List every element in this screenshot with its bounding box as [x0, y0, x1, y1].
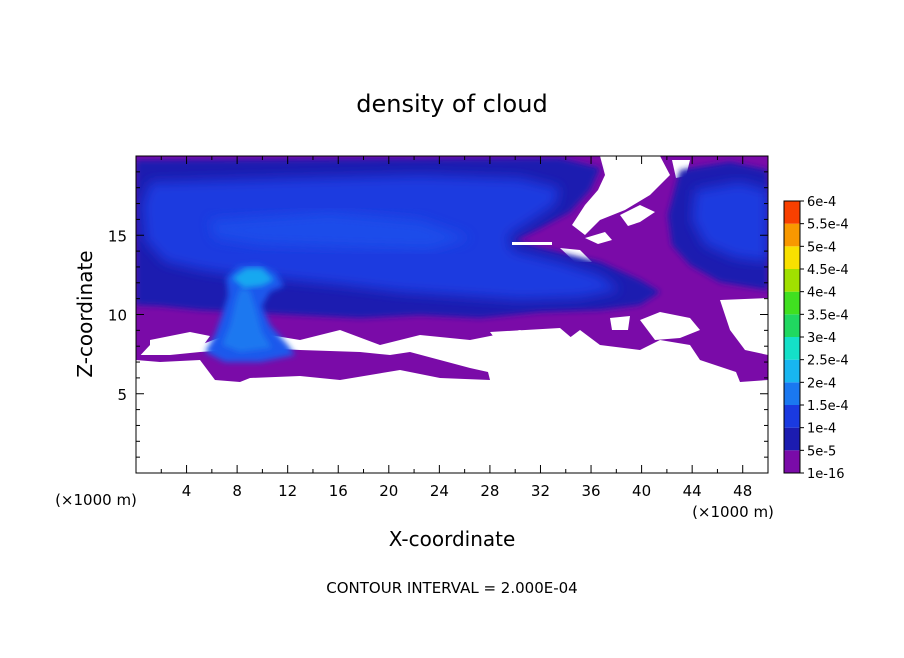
- colorbar-swatch: [784, 201, 800, 224]
- y-axis: 5 10 15: [108, 171, 768, 458]
- colorbar-swatch: [784, 223, 800, 247]
- x-tick-label: 8: [232, 482, 242, 500]
- region-low-density-lower: [136, 348, 490, 382]
- colorbar-swatch: [784, 246, 800, 269]
- colorbar-label: 1.5e-4: [807, 399, 849, 414]
- colorbar-swatch: [784, 405, 800, 428]
- x-tick-label: 12: [278, 482, 297, 500]
- colorbar-swatch: [784, 291, 800, 315]
- x-unit-right: (×1000 m): [692, 503, 774, 521]
- colorbar-label: 2.5e-4: [807, 354, 849, 369]
- x-tick-label: 20: [379, 482, 398, 500]
- colorbar-label: 5e-4: [807, 240, 836, 255]
- colorbar-label: 2e-4: [807, 376, 836, 391]
- x-tick-label: 28: [480, 482, 499, 500]
- x-tick-label: 16: [329, 482, 348, 500]
- x-tick-label: 32: [531, 482, 550, 500]
- y-tick-label: 15: [108, 227, 127, 245]
- y-tick-label: 5: [117, 386, 127, 404]
- contour-interval: CONTOUR INTERVAL = 2.000E-04: [326, 579, 577, 597]
- colorbar-label: 1e-4: [807, 422, 836, 437]
- colorbar-swatch: [784, 314, 800, 337]
- x-tick-label: 36: [581, 482, 600, 500]
- colorbar-label: 6e-4: [807, 195, 836, 210]
- x-tick-label: 24: [430, 482, 449, 500]
- x-axis-label: X-coordinate: [389, 527, 516, 551]
- y-tick-label: 10: [108, 307, 127, 325]
- colorbar-swatch: [784, 269, 800, 292]
- colorbar-label: 4.5e-4: [807, 263, 849, 278]
- colorbar-swatch: [784, 427, 800, 451]
- clear-sky-patch: [572, 156, 670, 235]
- colorbar-label: 5.5e-4: [807, 218, 849, 233]
- x-axis: 4 8 12 16 20 24 28 32 36 40 44 48: [160, 156, 752, 500]
- colorbar-label: 5e-5: [807, 444, 836, 459]
- colorbar-label: 3.5e-4: [807, 308, 849, 323]
- colorbar-swatch: [784, 337, 800, 360]
- x-tick-label: 44: [683, 482, 702, 500]
- colorbar-swatch: [784, 382, 800, 405]
- colorbar-swatch: [784, 359, 800, 383]
- x-tick-label: 4: [182, 482, 192, 500]
- density-field: [136, 156, 768, 473]
- chart-title: density of cloud: [356, 90, 547, 118]
- x-tick-label: 48: [733, 482, 752, 500]
- colorbar-label: 4e-4: [807, 286, 836, 301]
- colorbar-swatch: [784, 450, 800, 473]
- colorbar-label: 1e-16: [807, 467, 845, 482]
- x-unit-left: (×1000 m): [55, 491, 137, 509]
- y-axis-label: Z-coordinate: [73, 250, 97, 377]
- colorbar-label: 3e-4: [807, 331, 836, 346]
- x-tick-label: 40: [632, 482, 651, 500]
- colorbar: 1e-16 5e-5 1e-4 1.5e-4 2e-4 2.5e-4 3e-4 3.5e-4 4…: [783, 195, 849, 482]
